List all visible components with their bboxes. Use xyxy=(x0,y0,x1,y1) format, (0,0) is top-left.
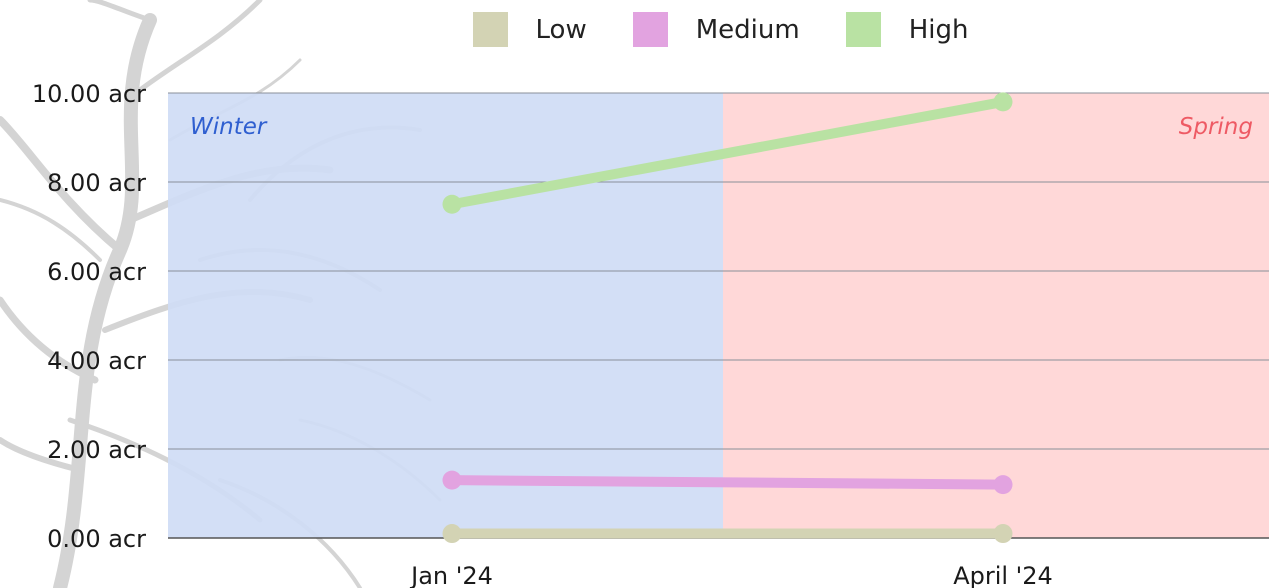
band-label-winter: Winter xyxy=(190,114,268,140)
series-line-medium xyxy=(447,475,1008,490)
y-tick-label: 0.00 acr xyxy=(47,525,146,553)
y-tick-label: 6.00 acr xyxy=(47,258,146,286)
data-point-low xyxy=(993,524,1013,544)
legend-item-medium[interactable]: Medium xyxy=(632,12,800,47)
legend-item-low[interactable]: Low xyxy=(472,12,587,47)
legend-swatch-low xyxy=(472,12,508,47)
x-tick-label: April '24 xyxy=(953,562,1053,588)
data-point-medium xyxy=(442,470,462,490)
legend-item-high[interactable]: High xyxy=(845,12,969,47)
series-line-high xyxy=(447,96,1008,210)
legend-swatch-high xyxy=(845,12,881,47)
band-winter xyxy=(168,93,723,538)
y-tick-label: 10.00 acr xyxy=(32,80,146,108)
data-point-high xyxy=(442,194,462,214)
data-point-medium xyxy=(993,475,1013,495)
y-tick-label: 8.00 acr xyxy=(47,169,146,197)
legend-label-medium: Medium xyxy=(695,14,800,45)
y-tick-label: 2.00 acr xyxy=(47,436,146,464)
band-label-spring: Spring xyxy=(1179,114,1253,140)
legend-label-high: High xyxy=(908,14,969,45)
chart-legend: Low Medium High xyxy=(0,12,1269,47)
legend-swatch-medium xyxy=(632,12,668,47)
data-point-high xyxy=(993,92,1013,112)
x-tick-label: Jan '24 xyxy=(409,562,493,588)
y-tick-label: 4.00 acr xyxy=(47,347,146,375)
band-spring xyxy=(723,93,1269,538)
data-point-low xyxy=(442,524,462,544)
legend-label-low: Low xyxy=(535,14,587,45)
